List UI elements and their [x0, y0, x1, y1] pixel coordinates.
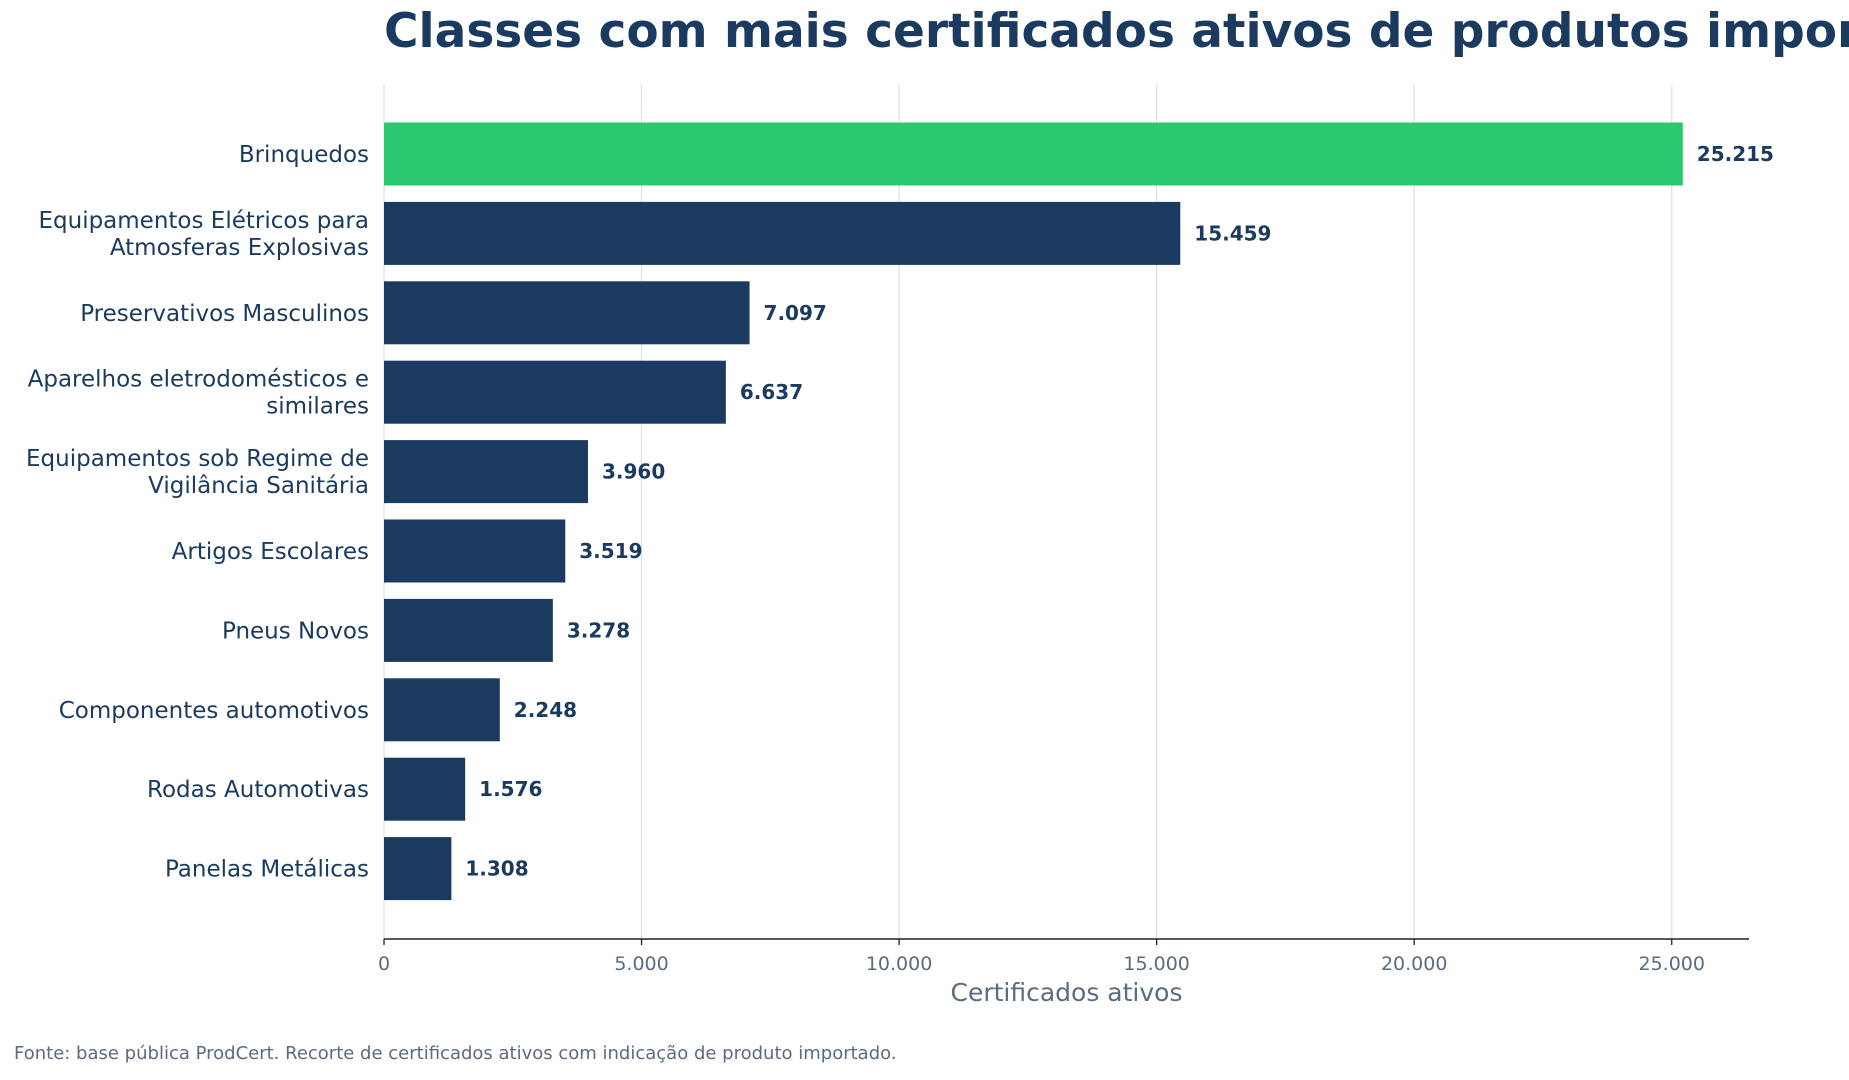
bar-value-label: 2.248 — [514, 698, 577, 722]
bar-value-label: 6.637 — [740, 380, 803, 404]
bar-value-label: 15.459 — [1194, 221, 1271, 245]
category-label: Pneus Novos — [222, 618, 369, 644]
bar — [384, 519, 566, 583]
bar — [384, 678, 500, 742]
bar-value-label: 25.215 — [1697, 142, 1774, 166]
bar — [384, 122, 1683, 186]
chart-title: Classes com mais certificados ativos de … — [384, 4, 1849, 59]
bar-value-label: 3.960 — [602, 460, 665, 484]
x-tick-label: 25.000 — [1638, 953, 1704, 975]
category-label: Equipamentos Elétricos para Atmosferas Ex… — [38, 208, 369, 261]
x-tick-label: 5.000 — [614, 953, 668, 975]
category-label: Aparelhos eletrodomésticos e similares — [28, 367, 369, 420]
category-label: Artigos Escolares — [172, 539, 369, 565]
bar-value-label: 1.576 — [479, 777, 542, 801]
bar-value-label: 1.308 — [465, 857, 528, 881]
bar — [384, 598, 553, 662]
category-label: Rodas Automotivas — [147, 777, 369, 803]
category-label: Preservativos Masculinos — [80, 301, 369, 327]
bar — [384, 837, 452, 901]
bar-value-label: 7.097 — [764, 301, 827, 325]
x-axis-title: Certificados ativos — [951, 978, 1183, 1007]
x-tick-label: 0 — [378, 953, 390, 975]
bar — [384, 360, 726, 424]
category-label: Componentes automotivos — [59, 698, 369, 724]
category-label: Brinquedos — [239, 142, 369, 168]
bar — [384, 201, 1181, 265]
bar — [384, 757, 466, 821]
x-tick-label: 15.000 — [1123, 953, 1189, 975]
bar-value-label: 3.519 — [579, 539, 642, 563]
bar-layer — [384, 122, 1683, 901]
category-label: Panelas Metálicas — [165, 857, 369, 883]
x-tick-label: 20.000 — [1381, 953, 1447, 975]
x-axis-ticks: 0 5.000 10.000 15.000 20.000 25.000 — [378, 939, 1705, 975]
bar-value-label: 3.278 — [567, 618, 630, 642]
source-footnote: Fonte: base pública ProdCert. Recorte de… — [14, 1043, 897, 1064]
category-labels: Brinquedos Equipamentos Elétricos para Atm… — [26, 142, 369, 883]
bar — [384, 281, 750, 345]
value-labels: 25.215 15.459 7.097 6.637 3.960 3.519 3.278 2.2… — [465, 142, 1774, 881]
bar — [384, 440, 588, 504]
x-tick-label: 10.000 — [866, 953, 932, 975]
category-label: Equipamentos sob Regime de Vigilância San… — [26, 446, 369, 499]
